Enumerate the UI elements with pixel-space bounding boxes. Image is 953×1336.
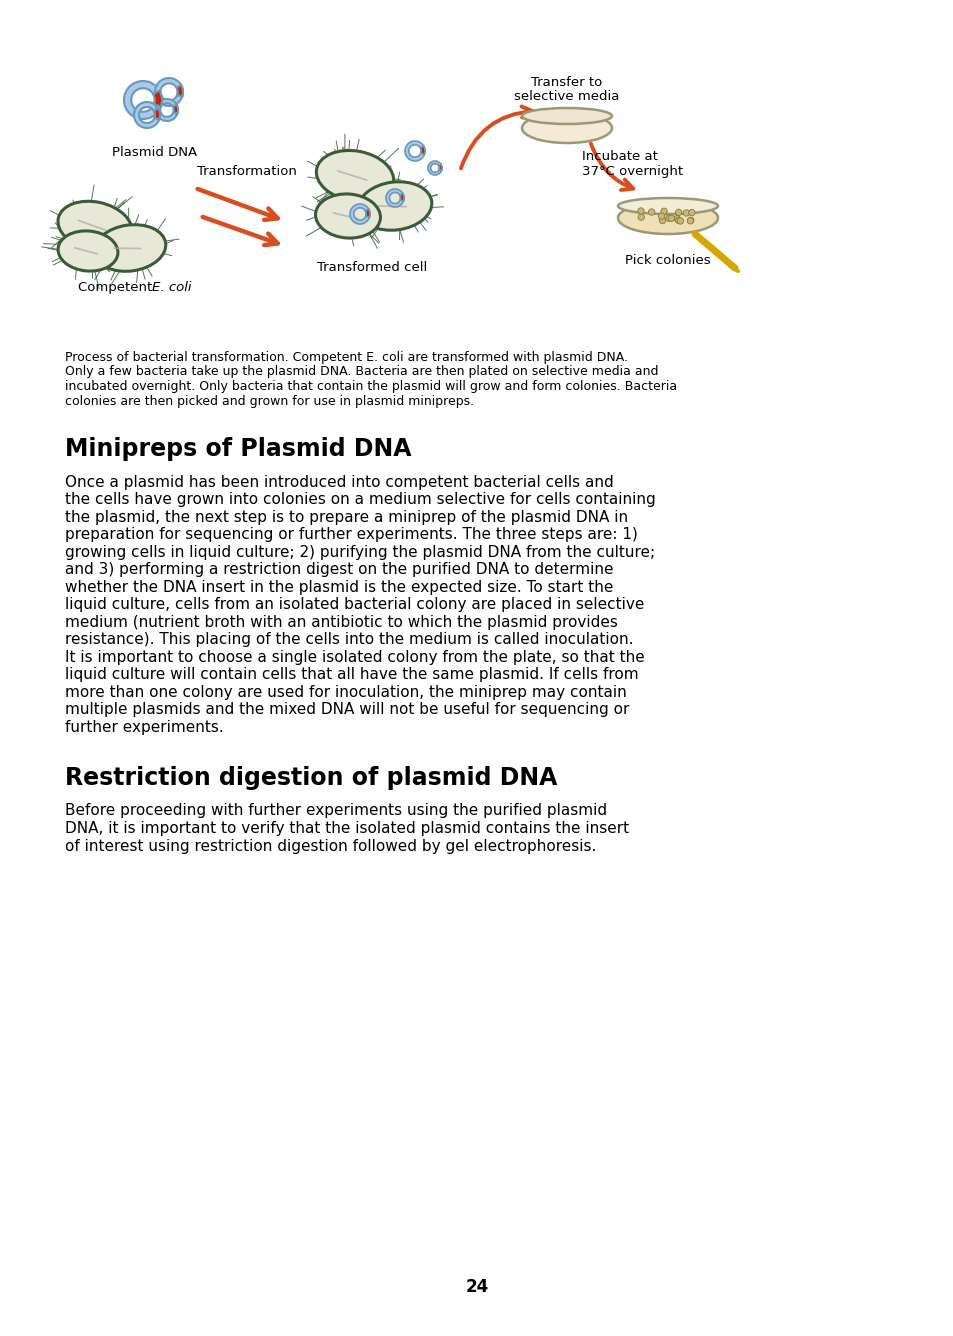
Wedge shape — [124, 81, 162, 119]
Text: incubated overnight. Only bacteria that contain the plasmid will grow and form c: incubated overnight. Only bacteria that … — [65, 379, 677, 393]
Ellipse shape — [618, 198, 718, 214]
Text: It is important to choose a single isolated colony from the plate, so that the: It is important to choose a single isola… — [65, 651, 644, 665]
Ellipse shape — [618, 202, 718, 234]
Wedge shape — [386, 188, 403, 207]
Text: the plasmid, the next step is to prepare a miniprep of the plasmid DNA in: the plasmid, the next step is to prepare… — [65, 510, 627, 525]
Text: Restriction digestion of plasmid DNA: Restriction digestion of plasmid DNA — [65, 766, 557, 790]
Wedge shape — [420, 146, 424, 155]
Circle shape — [660, 208, 666, 215]
Text: Plasmid DNA: Plasmid DNA — [112, 146, 197, 159]
Text: and 3) performing a restriction digest on the purified DNA to determine: and 3) performing a restriction digest o… — [65, 562, 613, 577]
Text: Transformed cell: Transformed cell — [316, 261, 427, 274]
Wedge shape — [154, 77, 183, 106]
Wedge shape — [365, 208, 370, 218]
Text: colonies are then picked and grown for use in plasmid minipreps.: colonies are then picked and grown for u… — [65, 394, 474, 407]
Wedge shape — [153, 108, 160, 119]
Circle shape — [687, 218, 693, 223]
Text: Minipreps of Plasmid DNA: Minipreps of Plasmid DNA — [65, 437, 411, 461]
Wedge shape — [399, 194, 403, 202]
Text: liquid culture will contain cells that all have the same plasmid. If cells from: liquid culture will contain cells that a… — [65, 668, 638, 683]
Wedge shape — [172, 104, 178, 114]
Ellipse shape — [521, 108, 612, 124]
Wedge shape — [405, 142, 424, 162]
Circle shape — [677, 218, 683, 224]
Text: 37°C overnight: 37°C overnight — [581, 164, 682, 178]
Circle shape — [686, 218, 693, 224]
Wedge shape — [350, 204, 370, 224]
Ellipse shape — [357, 182, 432, 230]
Ellipse shape — [618, 202, 718, 210]
Text: the cells have grown into colonies on a medium selective for cells containing: the cells have grown into colonies on a … — [65, 493, 655, 508]
Ellipse shape — [316, 151, 394, 202]
Text: liquid culture, cells from an isolated bacterial colony are placed in selective: liquid culture, cells from an isolated b… — [65, 597, 643, 612]
Circle shape — [675, 218, 681, 223]
Text: medium (nutrient broth with an antibiotic to which the plasmid provides: medium (nutrient broth with an antibioti… — [65, 615, 618, 631]
Wedge shape — [428, 162, 441, 175]
Ellipse shape — [58, 202, 132, 251]
Circle shape — [659, 218, 665, 223]
Text: of interest using restriction digestion followed by gel electrophoresis.: of interest using restriction digestion … — [65, 839, 596, 854]
Circle shape — [665, 215, 672, 222]
Text: whether the DNA insert in the plasmid is the expected size. To start the: whether the DNA insert in the plasmid is… — [65, 580, 613, 595]
Text: Transformation: Transformation — [196, 166, 296, 178]
Wedge shape — [156, 99, 178, 122]
Ellipse shape — [521, 111, 612, 122]
Text: DNA, it is important to verify that the isolated plasmid contains the insert: DNA, it is important to verify that the … — [65, 822, 628, 836]
Circle shape — [675, 210, 681, 215]
Text: preparation for sequencing or further experiments. The three steps are: 1): preparation for sequencing or further ex… — [65, 528, 638, 542]
Text: resistance). This placing of the cells into the medium is called inoculation.: resistance). This placing of the cells i… — [65, 632, 633, 648]
Circle shape — [667, 215, 674, 222]
Circle shape — [658, 212, 664, 219]
Text: Process of bacterial transformation. Competent E. coli are transformed with plas: Process of bacterial transformation. Com… — [65, 351, 627, 363]
Text: 24: 24 — [465, 1279, 488, 1296]
Ellipse shape — [521, 114, 612, 143]
Text: further experiments.: further experiments. — [65, 720, 224, 735]
Ellipse shape — [58, 231, 118, 271]
Text: Incubate at: Incubate at — [581, 150, 658, 163]
Circle shape — [682, 210, 689, 216]
Text: growing cells in liquid culture; 2) purifying the plasmid DNA from the culture;: growing cells in liquid culture; 2) puri… — [65, 545, 655, 560]
Text: E. coli: E. coli — [152, 281, 192, 294]
Text: Transfer to: Transfer to — [531, 76, 602, 90]
Text: Once a plasmid has been introduced into competent bacterial cells and: Once a plasmid has been introduced into … — [65, 476, 613, 490]
Text: Pick colonies: Pick colonies — [624, 254, 710, 267]
Text: selective media: selective media — [514, 90, 619, 103]
Circle shape — [638, 214, 644, 220]
Text: Only a few bacteria take up the plasmid DNA. Bacteria are then plated on selecti: Only a few bacteria take up the plasmid … — [65, 366, 658, 378]
Text: Before proceeding with further experiments using the purified plasmid: Before proceeding with further experimen… — [65, 803, 606, 819]
Text: multiple plasmids and the mixed DNA will not be useful for sequencing or: multiple plasmids and the mixed DNA will… — [65, 703, 629, 717]
Circle shape — [648, 208, 654, 215]
Text: Competent: Competent — [78, 281, 156, 294]
Circle shape — [637, 208, 643, 214]
Text: more than one colony are used for inoculation, the miniprep may contain: more than one colony are used for inocul… — [65, 685, 626, 700]
Wedge shape — [133, 102, 160, 128]
Wedge shape — [153, 91, 162, 107]
Circle shape — [673, 215, 679, 222]
Circle shape — [688, 210, 695, 215]
Wedge shape — [438, 164, 441, 171]
Ellipse shape — [315, 194, 380, 238]
Wedge shape — [176, 86, 183, 96]
Ellipse shape — [94, 224, 166, 271]
